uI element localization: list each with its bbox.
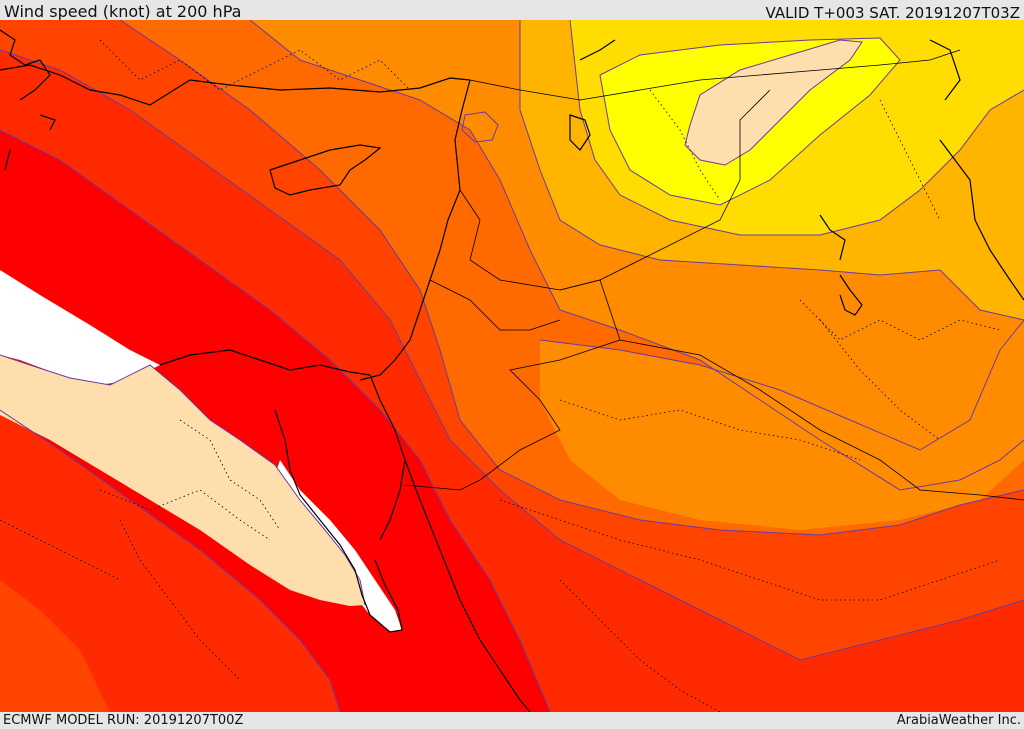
band-calm-white — [0, 270, 160, 385]
band-scarlet-southwest — [0, 410, 340, 712]
contour-lines — [0, 20, 1024, 712]
coastlines — [0, 29, 1024, 712]
band-red-orange-corner — [0, 580, 110, 712]
model-run-label: ECMWF MODEL RUN: 20191207T00Z — [3, 713, 244, 728]
valid-time-label: VALID T+003 SAT. 20191207T03Z — [765, 4, 1020, 22]
country-borders — [404, 49, 1024, 501]
band-pale-north — [685, 40, 862, 165]
map-title: Wind speed (knot) at 200 hPa — [4, 2, 242, 21]
credit-label: ArabiaWeather Inc. — [896, 713, 1021, 728]
band-pale-egypt — [0, 355, 365, 606]
province-lines — [0, 39, 1001, 712]
wind-speed-map[interactable] — [0, 20, 1024, 712]
